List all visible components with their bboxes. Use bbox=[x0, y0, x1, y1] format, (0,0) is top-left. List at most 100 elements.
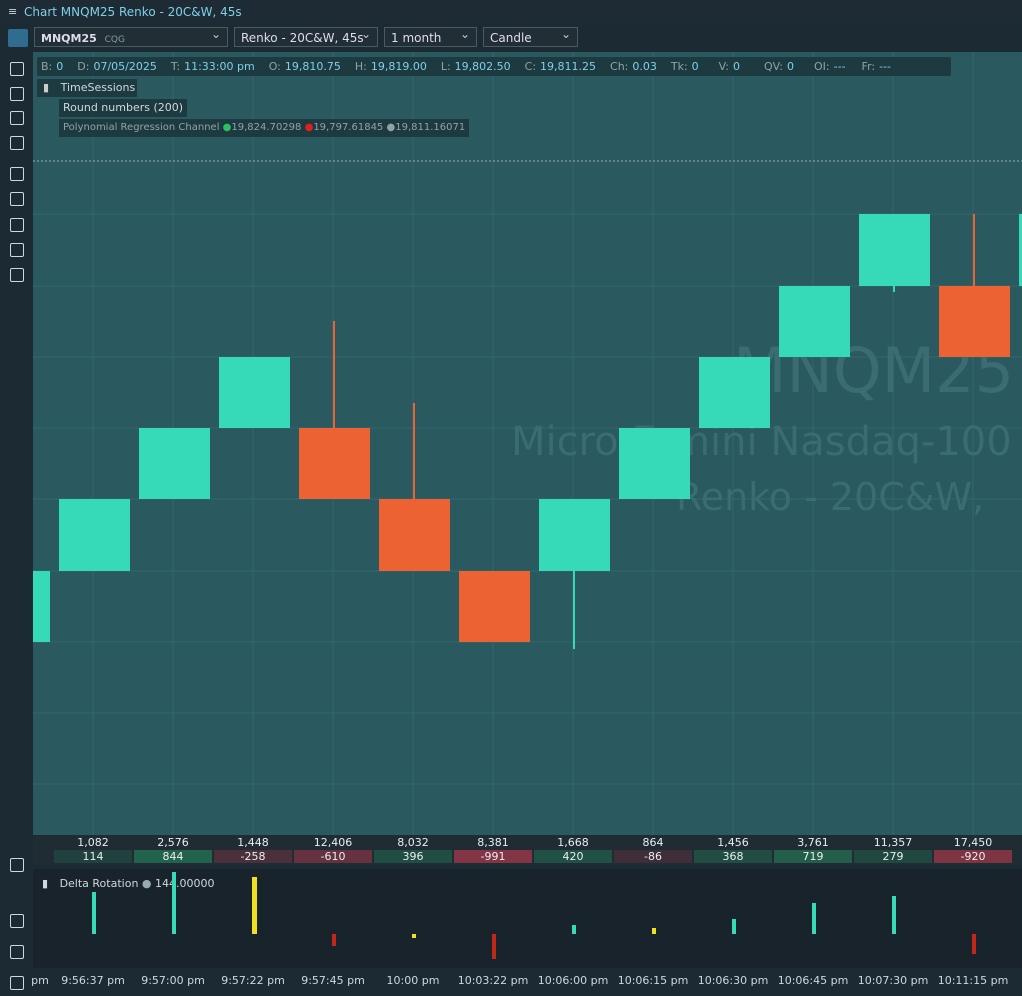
delta-cell: 368 bbox=[694, 850, 772, 863]
delete[interactable] bbox=[10, 945, 24, 959]
period: 1 month bbox=[391, 31, 442, 45]
delta-histogram bbox=[92, 872, 976, 959]
panel-toggle[interactable] bbox=[8, 29, 28, 47]
info-field: OI: --- bbox=[814, 60, 846, 73]
info-value: 19,819.00 bbox=[370, 60, 427, 73]
visibility[interactable] bbox=[10, 914, 24, 928]
info-field: QV: 0 bbox=[764, 60, 794, 73]
watermark-type: Renko - 20C&W, bbox=[676, 475, 984, 519]
info-label: OI: bbox=[814, 60, 830, 73]
info-field: T: 11:33:00 pm bbox=[171, 60, 255, 73]
delta-cell: 844 bbox=[134, 850, 212, 863]
info-field: Ch: 0.03 bbox=[610, 60, 657, 73]
tool-icon[interactable] bbox=[10, 62, 24, 76]
indicator-label: Polynomial Regression Channel bbox=[63, 122, 220, 133]
delta-cell: -258 bbox=[214, 850, 292, 863]
tool-icon[interactable] bbox=[10, 111, 24, 125]
info-label: L: bbox=[440, 60, 451, 73]
bar-type-dropdown[interactable]: Renko - 20C&W, 45s bbox=[234, 24, 378, 47]
info-label: Tk: bbox=[670, 60, 688, 73]
volume-cell: 17,450 bbox=[953, 836, 993, 849]
volume-cell: 12,406 bbox=[313, 836, 353, 849]
time-label: 9:56:37 pm bbox=[61, 974, 125, 987]
info-field: V: 0 bbox=[719, 60, 740, 73]
time-label: 9:57:22 pm bbox=[221, 974, 285, 987]
delta-cell: 396 bbox=[374, 850, 452, 863]
info-label: C: bbox=[524, 60, 537, 73]
delta-cell: -920 bbox=[934, 850, 1012, 863]
list[interactable] bbox=[10, 976, 24, 990]
info-field: C: 19,811.25 bbox=[525, 60, 596, 73]
window-title: Chart MNQM25 Renko - 20C&W, 45s bbox=[24, 5, 242, 19]
info-label: T: bbox=[170, 60, 181, 73]
period-dropdown[interactable]: 1 month bbox=[384, 24, 477, 47]
regression-mid: 19,811.16071 bbox=[395, 122, 466, 133]
time-label: 9:57:00 pm bbox=[141, 974, 205, 987]
delta-cell: -610 bbox=[294, 850, 372, 863]
time-label: 9:57:45 pm bbox=[301, 974, 365, 987]
time-label: 10:06:00 pm bbox=[537, 974, 609, 987]
info-label: O: bbox=[268, 60, 281, 73]
indicator-regression[interactable]: Polynomial Regression Channel ●19,824.70… bbox=[59, 119, 470, 137]
style: Candle bbox=[490, 31, 532, 45]
indicator-time-sessions[interactable]: ▮ TimeSessions bbox=[37, 79, 137, 97]
tool-icon[interactable] bbox=[10, 218, 24, 232]
time-label: 10:07:30 pm bbox=[857, 974, 929, 987]
info-label: V: bbox=[718, 60, 730, 73]
volume-cell: 1,448 bbox=[237, 836, 269, 849]
info-value: 0.03 bbox=[632, 60, 657, 73]
delta-cell: 719 bbox=[774, 850, 852, 863]
tool-icon[interactable] bbox=[10, 87, 24, 101]
delta-cell: 114 bbox=[54, 850, 132, 863]
info-value: 19,810.75 bbox=[284, 60, 341, 73]
delta-bars bbox=[92, 872, 976, 959]
info-value: --- bbox=[833, 60, 846, 73]
time-label: 10:03:22 pm bbox=[457, 974, 529, 987]
info-label: D: bbox=[77, 60, 90, 73]
tool-icon[interactable] bbox=[10, 192, 24, 206]
menu-icon[interactable]: ≡ bbox=[8, 5, 18, 18]
volume-cell: 864 bbox=[642, 836, 664, 849]
sidebar bbox=[0, 52, 33, 996]
volume-cell: 8,032 bbox=[397, 836, 429, 849]
tool-icon[interactable] bbox=[10, 243, 24, 257]
info-value: --- bbox=[879, 60, 892, 73]
info-field: Fr: --- bbox=[862, 60, 891, 73]
info-field: O: 19,810.75 bbox=[269, 60, 341, 73]
info-value: 0 bbox=[56, 60, 64, 73]
volume-cell: 1,456 bbox=[717, 836, 749, 849]
regression-upper: 19,824.70298 bbox=[231, 122, 302, 133]
time-label: 10:06:15 pm bbox=[617, 974, 689, 987]
info-value: 11:33:00 pm bbox=[184, 60, 255, 73]
indicator-value: 144.00000 bbox=[155, 877, 215, 890]
tool-icon[interactable] bbox=[10, 136, 24, 150]
indicator-label: Delta Rotation bbox=[59, 877, 139, 890]
indicator-round-numbers[interactable]: Round numbers (200) bbox=[59, 99, 188, 117]
info-value: 0 bbox=[787, 60, 795, 73]
info-field: H: 19,819.00 bbox=[355, 60, 427, 73]
symbol: MNQM25 bbox=[41, 32, 97, 45]
info-field: D: 07/05/2025 bbox=[77, 60, 157, 73]
tool-icon[interactable] bbox=[10, 167, 24, 181]
time-label: pm bbox=[31, 974, 49, 987]
undo[interactable] bbox=[10, 858, 24, 872]
style-dropdown[interactable]: Candle bbox=[483, 24, 578, 47]
symbol-box[interactable]: MNQM25 CQG bbox=[34, 24, 228, 47]
volume-cell: 8,381 bbox=[477, 836, 509, 849]
time-label: 10:11:15 pm bbox=[937, 974, 1009, 987]
info-label: H: bbox=[354, 60, 367, 73]
info-label: Ch: bbox=[610, 60, 629, 73]
info-label: QV: bbox=[764, 60, 784, 73]
info-field: L: 19,802.50 bbox=[441, 60, 511, 73]
tool-icon[interactable] bbox=[10, 268, 24, 282]
volume-cell: 1,082 bbox=[77, 836, 109, 849]
delta-cell: -991 bbox=[454, 850, 532, 863]
delta-cell: 279 bbox=[854, 850, 932, 863]
delta-panel-label[interactable]: ▮ Delta Rotation ● 144.00000 bbox=[42, 877, 215, 890]
info-value: 0 bbox=[691, 60, 699, 73]
time-label: 10:06:30 pm bbox=[697, 974, 769, 987]
bar-type: Renko - 20C&W, 45s bbox=[241, 31, 364, 45]
info-field: Tk: 0 bbox=[671, 60, 699, 73]
feed: CQG bbox=[104, 35, 125, 45]
